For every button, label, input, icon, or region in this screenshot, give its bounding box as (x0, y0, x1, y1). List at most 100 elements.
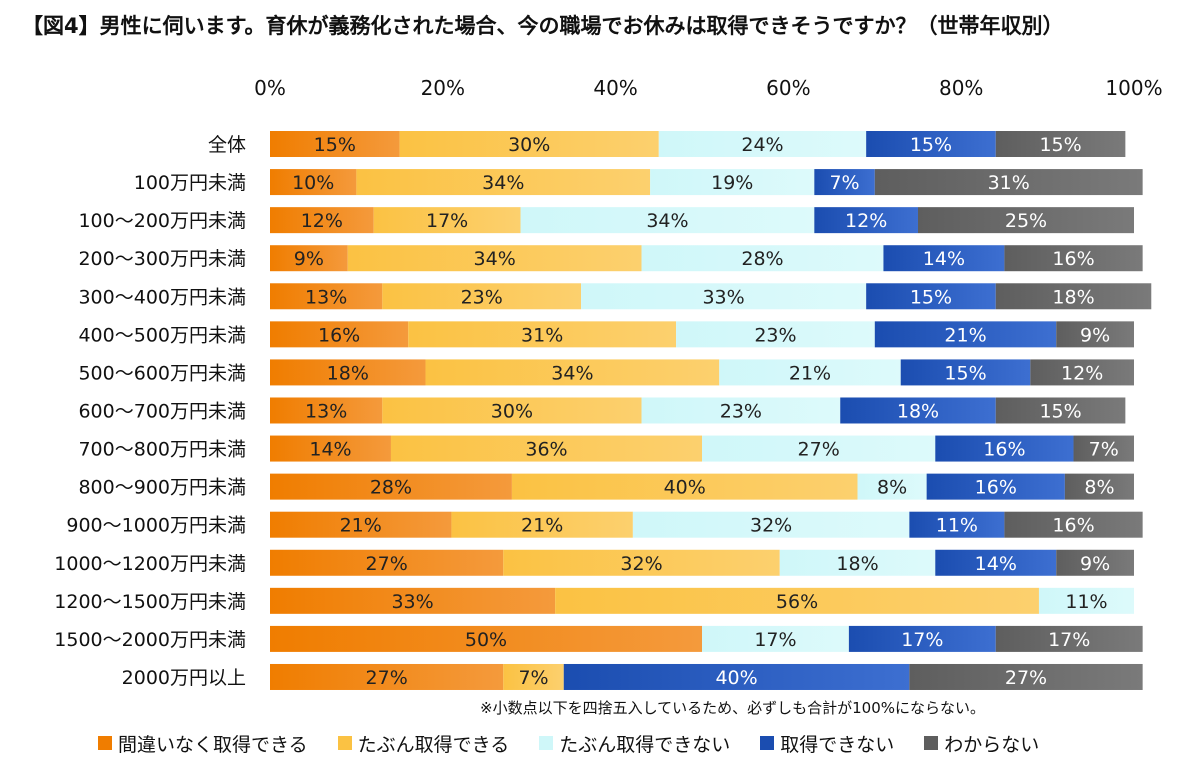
bar-segment (676, 321, 875, 348)
data-label: 32% (750, 515, 792, 537)
category-label: 2000万円以上 (122, 667, 246, 689)
bar-segment (909, 511, 1005, 538)
bar-segment (866, 283, 996, 310)
data-label: 31% (521, 324, 563, 346)
data-label: 12% (845, 210, 887, 232)
bar-segment (270, 245, 348, 272)
data-label: 11% (936, 515, 978, 537)
bar-segment (270, 359, 426, 386)
category-label: 100～200万円未満 (78, 210, 246, 232)
legend-label: 間違いなく取得できる (118, 733, 308, 756)
bar-segment (270, 511, 452, 538)
bar-segment (503, 663, 564, 690)
data-label: 13% (305, 400, 347, 422)
bar-segment (995, 625, 1143, 652)
data-label: 27% (366, 553, 408, 575)
bar-segment (270, 625, 702, 652)
data-label: 30% (508, 134, 550, 156)
data-label: 56% (776, 591, 818, 613)
data-label: 23% (754, 324, 796, 346)
category-label: 200～300万円未満 (78, 248, 246, 270)
category-label: 700～800万円未満 (78, 439, 246, 461)
data-label: 18% (836, 553, 878, 575)
category-label: 1200～1500万円未満 (54, 591, 246, 613)
data-label: 33% (391, 591, 433, 613)
bar-segment (1056, 549, 1134, 576)
bar-segment (581, 283, 867, 310)
data-label: 8% (1084, 477, 1114, 499)
data-label: 16% (983, 439, 1025, 461)
bar-segment (408, 321, 677, 348)
legend-item: わからない (924, 730, 1039, 757)
data-label: 17% (754, 629, 796, 651)
category-label: 600～700万円未満 (78, 400, 246, 422)
data-label: 9% (294, 248, 324, 270)
data-label: 31% (988, 172, 1030, 194)
x-tick-label: 80% (939, 76, 983, 100)
data-label: 18% (327, 362, 369, 384)
bar-segment (857, 473, 927, 500)
bar-segment (840, 397, 996, 424)
category-label: 1500～2000万円未満 (54, 629, 246, 651)
data-label: 9% (1080, 324, 1110, 346)
data-label: 34% (474, 248, 516, 270)
data-label: 27% (366, 667, 408, 689)
legend-label: 取得できない (780, 733, 895, 756)
x-tick-label: 60% (766, 76, 810, 100)
bar-segment (935, 435, 1074, 462)
bar-segment (270, 549, 504, 576)
data-label: 14% (923, 248, 965, 270)
data-label: 21% (340, 515, 382, 537)
data-label: 14% (975, 553, 1017, 575)
bar-segment (658, 131, 867, 157)
data-label: 15% (314, 134, 356, 156)
data-label: 19% (711, 172, 753, 194)
bar-segment (995, 397, 1126, 424)
legend-label: たぶん取得できる (357, 733, 510, 756)
legend: 間違いなく取得できる たぶん取得できる たぶん取得できない 取得できない わからない (98, 730, 1069, 756)
bar-segment (347, 245, 642, 272)
legend-swatch (539, 736, 554, 750)
data-label: 23% (461, 286, 503, 308)
bar-segment (1073, 435, 1134, 462)
legend-item: たぶん取得できる (337, 730, 510, 757)
x-tick-label: 0% (254, 76, 286, 100)
data-label: 27% (1005, 667, 1047, 689)
x-tick-label: 40% (593, 76, 637, 100)
data-label: 7% (1089, 439, 1119, 461)
bar-segment (866, 131, 996, 157)
data-label: 10% (292, 172, 334, 194)
x-tick-label: 100% (1105, 76, 1162, 100)
bar-segment (632, 511, 910, 538)
bar-segment (702, 435, 936, 462)
data-label: 23% (720, 400, 762, 422)
data-label: 40% (715, 667, 757, 689)
bar-segment (382, 397, 642, 424)
data-label: 28% (741, 248, 783, 270)
data-label: 34% (482, 172, 524, 194)
bar-segment (883, 245, 1005, 272)
category-label: 400～500万円未満 (78, 324, 246, 346)
data-label: 11% (1065, 591, 1107, 613)
data-label: 15% (944, 362, 986, 384)
bar-segment (1064, 473, 1134, 500)
bar-segment (270, 473, 512, 500)
data-label: 21% (944, 324, 986, 346)
data-label: 16% (1052, 515, 1094, 537)
data-label: 16% (318, 324, 360, 346)
data-label: 32% (620, 553, 662, 575)
bar-segment (270, 397, 383, 424)
bar-segment (900, 359, 1031, 386)
data-label: 30% (491, 400, 533, 422)
bar-segment (356, 169, 651, 196)
data-label: 17% (426, 210, 468, 232)
bar-segment (926, 473, 1065, 500)
bar-segment (1004, 245, 1143, 272)
chart-title: 【図4】男性に伺います。育休が義務化された場合、今の職場でお休みは取得できそうで… (22, 14, 1064, 38)
bar-segment (1056, 321, 1134, 348)
bar-segment (503, 549, 780, 576)
bar-segment (390, 435, 702, 462)
data-label: 36% (525, 439, 567, 461)
bar-segment (814, 169, 875, 196)
